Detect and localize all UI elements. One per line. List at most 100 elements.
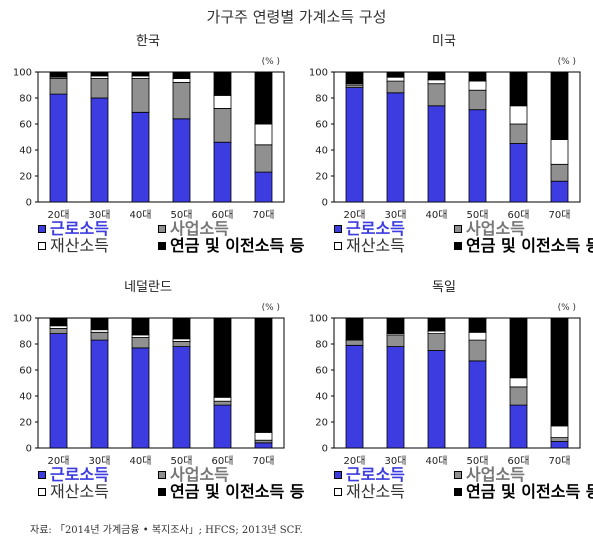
bar-segment: [468, 80, 487, 91]
bar-segment: [345, 344, 364, 449]
bar-segment: [254, 144, 273, 173]
y-tick-label: 40: [19, 146, 32, 157]
bar-segment: [131, 111, 150, 203]
unit-label: (% ): [558, 57, 576, 67]
bar-segment: [468, 331, 487, 341]
y-tick-label: 80: [19, 340, 32, 351]
legend-swatch: [38, 471, 46, 479]
bar-segment: [213, 400, 232, 406]
y-tick-label: 20: [19, 172, 32, 183]
bar-segment: [550, 139, 569, 165]
x-tick-label: 30대: [385, 455, 407, 467]
plot-frame: [333, 317, 581, 449]
legend-swatch: [38, 225, 46, 233]
legend-item: 재산소득: [334, 484, 405, 500]
legend-swatch: [454, 242, 462, 250]
panel-title: 독일: [432, 280, 456, 295]
bar-segment: [172, 118, 191, 203]
x-tick-label: 40대: [130, 209, 152, 221]
legend-item: 근로소득: [38, 467, 109, 483]
y-tick-label: 0: [26, 198, 32, 209]
x-tick-label: 70대: [253, 209, 275, 221]
y-tick-label: 80: [19, 94, 32, 105]
source-note: 자료: 「2014년 가계금융 • 복지조사」; HFCS; 2013년 SCF…: [30, 525, 303, 536]
legend-item: 근로소득: [334, 221, 405, 237]
bar-segment: [427, 333, 446, 351]
bar-segment: [427, 350, 446, 449]
legend-label: 사업소득: [466, 219, 525, 238]
y-tick-label: 40: [315, 392, 328, 403]
bar-segment: [386, 76, 405, 82]
bar-segment: [49, 71, 68, 78]
bar-segment: [509, 317, 528, 379]
bar-segment: [509, 386, 528, 406]
bar-segment: [90, 339, 109, 449]
y-tick-label: 20: [315, 418, 328, 429]
legend-swatch: [158, 488, 166, 496]
x-tick-label: 50대: [467, 455, 489, 467]
legend-item: 연금 및 이전소득 등: [454, 238, 593, 254]
legend-label: 재산소득: [346, 236, 405, 255]
x-tick-label: 30대: [89, 455, 111, 467]
x-tick-label: 50대: [467, 209, 489, 221]
x-tick-label: 40대: [130, 455, 152, 467]
x-tick-label: 40대: [426, 209, 448, 221]
y-tick-label: 0: [26, 444, 32, 455]
legend-item: 사업소득: [158, 467, 229, 483]
bar-segment: [509, 123, 528, 144]
unit-label: (% ): [262, 57, 280, 67]
legend-swatch: [158, 225, 166, 233]
bar-segment: [468, 71, 487, 82]
bar-segment: [172, 317, 191, 340]
bar-segment: [172, 341, 191, 348]
x-tick-label: 60대: [212, 209, 234, 221]
legend-item: 연금 및 이전소득 등: [158, 484, 304, 500]
x-tick-label: 20대: [48, 455, 70, 467]
bar-segment: [172, 78, 191, 83]
plot-frame: [37, 317, 285, 449]
bar-segment: [468, 109, 487, 203]
bar-segment: [213, 95, 232, 109]
chart-main-title: 가구주 연령별 가계소득 구성: [206, 8, 387, 26]
y-tick-label: 40: [315, 146, 328, 157]
x-tick-label: 70대: [549, 209, 571, 221]
y-tick-label: 60: [315, 366, 328, 377]
bar-segment: [427, 71, 446, 81]
bar-segment: [550, 425, 569, 438]
legend-swatch: [158, 471, 166, 479]
bar-segment: [254, 317, 273, 433]
legend-item: 연금 및 이전소득 등: [454, 482, 593, 501]
bar-segment: [345, 339, 364, 346]
x-tick-label: 70대: [549, 455, 571, 467]
bar-segment: [509, 377, 528, 388]
legend-item: 재산소득: [38, 484, 109, 500]
bar-segment: [213, 108, 232, 143]
x-tick-label: 50대: [171, 209, 193, 221]
unit-label: (% ): [262, 303, 280, 313]
bar-segment: [131, 71, 150, 77]
bar-segment: [254, 71, 273, 125]
legend-swatch: [454, 225, 462, 233]
y-tick-label: 100: [13, 314, 32, 325]
legend-item: 사업소득: [158, 221, 229, 237]
bar-segment: [345, 87, 364, 203]
y-tick-label: 60: [19, 366, 32, 377]
legend-item: 연금 및 이전소득 등: [158, 238, 304, 254]
legend-swatch: [334, 471, 342, 479]
legend-item: 재산소득: [334, 236, 405, 255]
bar-segment: [90, 317, 109, 331]
y-tick-label: 0: [322, 444, 328, 455]
x-tick-label: 40대: [426, 455, 448, 467]
unit-label: (% ): [558, 303, 576, 313]
bar-segment: [131, 337, 150, 349]
x-tick-label: 70대: [253, 455, 275, 467]
stacked-bar-plot: 0 20 40 60 80 100 (% ) 20대 30대 40대 50대 60대 70대: [13, 303, 285, 467]
bar-segment: [550, 437, 569, 442]
bar-segment: [427, 105, 446, 203]
bar-segment: [386, 80, 405, 94]
bar-segment: [131, 317, 150, 336]
bar-segment: [254, 442, 273, 449]
y-tick-label: 80: [315, 94, 328, 105]
bar-segment: [131, 78, 150, 113]
legend-label: 연금 및 이전소득 등: [466, 482, 593, 501]
